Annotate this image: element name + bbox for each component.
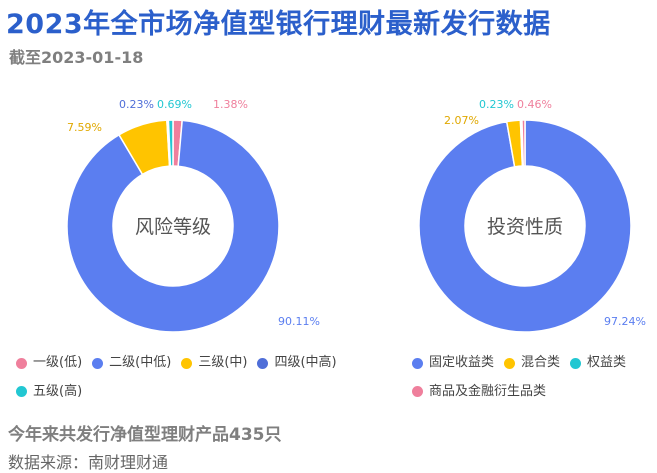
risk-legend-label: 二级(中低) [109,355,172,370]
legend-dot-icon [257,357,269,369]
slice-label-0-1: 90.11% [278,315,320,328]
issuance-count-note: 今年来共发行净值型理财产品435只 [8,425,282,445]
slice-label-0-2: 7.59% [67,121,102,134]
data-source: 数据来源：南财理财通 [8,453,169,472]
legend-dot-icon [181,357,193,369]
date-subtitle: 截至2023-01-18 [9,48,144,67]
type-legend-label: 混合类 [521,355,561,370]
risk-legend-item-3: 四级(中高) [257,350,337,376]
type-legend-label: 固定收益类 [429,355,495,370]
donut-slice-1-0 [418,119,632,333]
donut-slice-1-3 [521,119,526,167]
type-legend-label: 权益类 [587,355,627,370]
risk-legend-item-1: 二级(中低) [92,350,171,376]
legend-dot-icon [16,357,27,369]
investment-type-legend: 固定收益类 混合类 权益类商品及金融衍生品类 [412,350,652,407]
type-legend-item-2: 权益类 [570,350,626,376]
donut-slice-0-1 [66,119,280,333]
page-title: 2023年全市场净值型银行理财最新发行数据 [6,9,551,40]
legend-dot-icon [412,386,423,397]
legend-dot-icon [570,357,582,369]
donut-center-label-0: 风险等级 [135,216,211,238]
risk-legend-item-2: 三级(中) [181,350,247,376]
type-legend-item-0: 固定收益类 [412,350,494,376]
legend-dot-icon [504,357,516,369]
risk-level-legend: 一级(低) 二级(中低) 三级(中) 四级(中高) 五级(高) [16,350,356,407]
risk-legend-label: 五级(高) [33,383,83,399]
slice-label-1-3: 0.46% [517,98,552,111]
legend-dot-icon [92,357,104,369]
legend-dot-icon [412,357,423,369]
donut-center-label-1: 投资性质 [487,216,563,238]
risk-legend-label: 一级(低) [33,355,83,370]
slice-label-0-4: 0.69% [157,98,192,111]
donut-slice-0-4 [167,119,174,167]
slice-label-0-3: 0.23% [119,98,154,111]
type-legend-item-3: 商品及金融衍生品类 [412,379,546,405]
slice-label-1-0: 97.24% [604,315,646,328]
risk-legend-item-0: 一级(低) [16,350,82,376]
slice-label-1-2: 0.23% [479,98,514,111]
risk-legend-label: 四级(中高) [274,355,337,370]
risk-legend-item-4: 五级(高) [16,379,82,405]
risk-legend-label: 三级(中) [198,355,248,370]
type-legend-label: 商品及金融衍生品类 [429,383,547,399]
risk-level-donut: 1.38% 90.11% 7.59% 0.23% 0.69% 风险等级 [66,98,320,333]
legend-dot-icon [16,386,27,397]
slice-label-0-0: 1.38% [213,98,248,111]
investment-type-donut: 97.24% 2.07%0.23% 0.46% 投资性质 [418,98,646,333]
slice-label-1-1: 2.07% [444,114,479,127]
type-legend-item-1: 混合类 [504,350,560,376]
